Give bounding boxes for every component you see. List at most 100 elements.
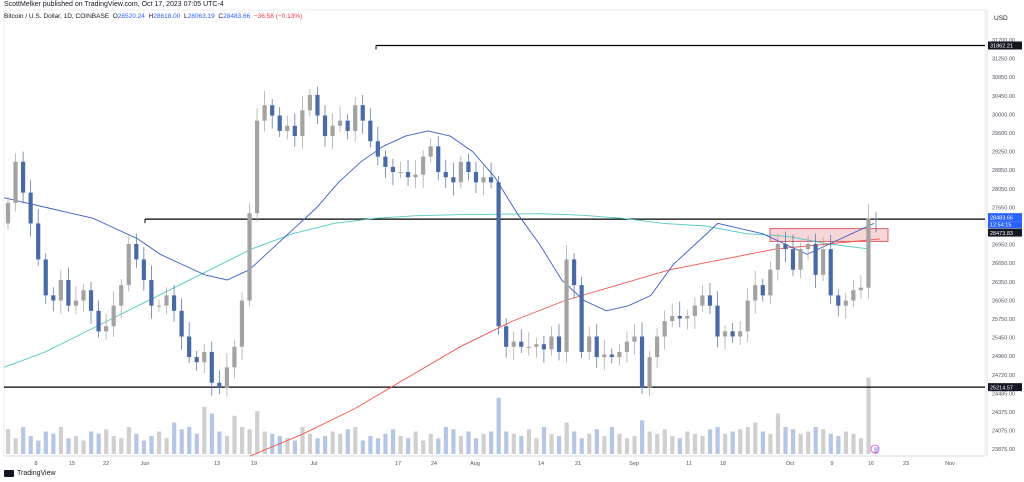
candle-body xyxy=(564,259,569,352)
candle-body xyxy=(232,346,237,368)
volume-bar xyxy=(383,433,388,454)
current-price-tag: 28483.66 xyxy=(990,215,1013,221)
volume-bar xyxy=(323,436,328,454)
candle-body xyxy=(413,174,418,178)
candle-body xyxy=(798,249,803,270)
y-tick-label: 31250.00 xyxy=(992,57,1015,63)
volume-bar xyxy=(579,438,584,454)
volume-bar xyxy=(330,431,335,454)
candle-body xyxy=(466,161,471,173)
candle-body xyxy=(164,295,169,306)
volume-bar xyxy=(813,427,818,454)
y-tick-label: 24720.00 xyxy=(992,373,1015,379)
volume-bar xyxy=(738,429,743,454)
candle-body xyxy=(511,341,516,347)
volume-bar xyxy=(172,422,177,454)
volume-bar xyxy=(104,429,109,454)
volume-bar xyxy=(360,440,365,454)
candle-body xyxy=(594,336,599,358)
candle-body xyxy=(202,351,207,363)
volume-bar xyxy=(187,427,192,454)
volume-bar xyxy=(111,436,116,454)
candle-body xyxy=(300,110,305,137)
candle-body xyxy=(443,172,448,178)
volume-bar xyxy=(541,427,547,454)
candle-body xyxy=(473,172,479,183)
volume-bar xyxy=(6,429,11,454)
candle-body xyxy=(104,326,109,332)
candle-body xyxy=(813,243,818,275)
candle-body xyxy=(66,279,71,306)
candle-body xyxy=(873,218,879,220)
x-tick-label: Oct xyxy=(786,461,795,467)
candle-body xyxy=(534,344,539,347)
candle-body xyxy=(715,305,720,337)
candle-body xyxy=(5,202,11,224)
volume-bar xyxy=(602,436,607,454)
y-tick-label: 26350.00 xyxy=(992,280,1015,286)
candle-body xyxy=(13,161,18,203)
x-tick-label: 21 xyxy=(575,461,581,467)
y-tick-label: 28850.00 xyxy=(992,168,1015,174)
candle-body xyxy=(670,315,675,322)
y-tick-label: 24075.00 xyxy=(992,429,1015,435)
candle-body xyxy=(96,310,101,332)
volume-bar xyxy=(715,427,720,454)
bottom-level-price-tag: 25214.57 xyxy=(990,385,1013,391)
volume-bar xyxy=(164,438,169,454)
volume-bar xyxy=(519,436,524,454)
y-tick-label: 30000.00 xyxy=(992,112,1015,118)
volume-bar xyxy=(655,433,660,454)
volume-bar xyxy=(730,431,735,454)
candle-body xyxy=(821,249,826,275)
volume-bar xyxy=(156,431,162,454)
candle-body xyxy=(647,357,652,388)
volume-bar xyxy=(556,436,562,454)
candle-body xyxy=(722,331,728,337)
candle-body xyxy=(20,161,26,193)
x-tick-label: Jul xyxy=(310,461,317,467)
candle-body xyxy=(677,315,682,319)
volume-bar xyxy=(232,415,237,454)
x-tick-label: 14 xyxy=(538,461,544,467)
volume-bar xyxy=(677,438,682,454)
candle-body xyxy=(753,285,758,301)
candle-body xyxy=(81,290,86,301)
volume-bar xyxy=(587,433,592,454)
candle-body xyxy=(383,156,388,167)
volume-bar xyxy=(21,427,26,454)
volume-bar xyxy=(489,431,494,454)
candle-body xyxy=(805,243,811,250)
y-tick-label: 23875.00 xyxy=(992,447,1015,453)
volume-bar xyxy=(836,436,841,454)
volume-bar xyxy=(13,438,18,454)
candle-body xyxy=(156,305,162,307)
y-tick-label: 24375.00 xyxy=(992,410,1015,416)
candle-body xyxy=(360,105,365,121)
candle-body xyxy=(428,146,433,157)
candle-body xyxy=(632,336,637,342)
bottom-level-price-tag-bg xyxy=(988,383,1022,392)
y-tick-label: 25750.00 xyxy=(992,317,1015,323)
volume-bar xyxy=(73,436,79,454)
candle-body xyxy=(43,259,48,296)
volume-bar xyxy=(594,429,599,454)
volume-bar xyxy=(526,429,531,454)
volume-bar xyxy=(632,436,637,454)
candle-body xyxy=(134,243,139,260)
candle-body xyxy=(187,336,192,358)
ma-teal-line xyxy=(3,213,871,368)
candle-body xyxy=(858,287,864,291)
candle-body xyxy=(292,125,297,137)
volume-bar xyxy=(202,406,207,454)
ma-blue-line xyxy=(3,130,875,312)
candle-body xyxy=(775,243,780,270)
volume-bar xyxy=(224,436,230,454)
candle-body xyxy=(149,279,154,306)
candle-body xyxy=(285,125,290,131)
candle-body xyxy=(745,300,750,332)
candle-body xyxy=(760,285,765,296)
x-tick-label: 8 xyxy=(34,461,37,467)
countdown-tag-bg xyxy=(988,221,1022,229)
